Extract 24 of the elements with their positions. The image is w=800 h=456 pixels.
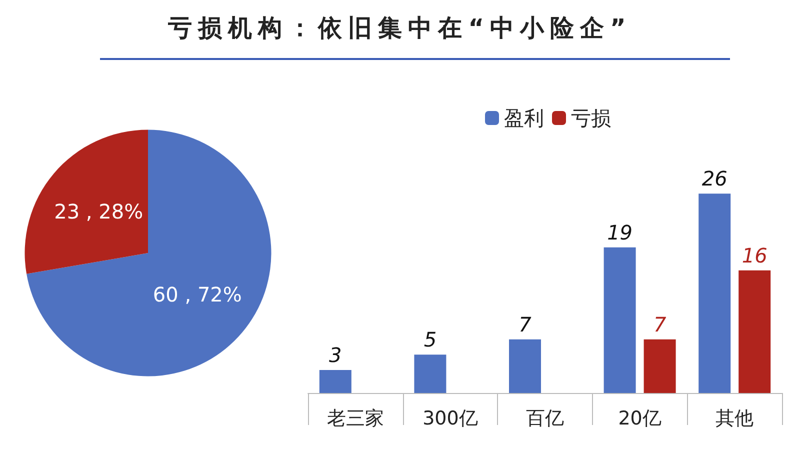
bar [644, 339, 676, 393]
bar [698, 194, 731, 393]
x-tick-label: 百亿 [526, 408, 564, 430]
bar [319, 370, 352, 393]
data-label: 3 [329, 343, 342, 367]
x-tick-label: 老三家 [326, 408, 384, 430]
bar [414, 354, 446, 393]
data-label: 23 , 28% [54, 199, 144, 224]
legend-label: 盈利 [504, 106, 544, 130]
data-label: 7 [518, 312, 532, 336]
data-label: 26 [702, 166, 728, 191]
data-label: 7 [653, 312, 666, 336]
x-tick-label: 300亿 [422, 408, 478, 430]
data-label: 5 [424, 328, 437, 352]
data-label: 60 , 72% [152, 282, 242, 307]
legend-label: 亏损 [571, 106, 611, 130]
data-label: 19 [607, 220, 633, 244]
bar [604, 247, 636, 393]
bar [738, 270, 771, 393]
x-tick-label: 其他 [716, 408, 754, 430]
bar [509, 339, 541, 393]
data-label: 16 [742, 243, 768, 268]
text: 亏损机构：依旧集中在“中小险企” [167, 13, 633, 44]
x-tick-label: 20亿 [618, 408, 662, 430]
